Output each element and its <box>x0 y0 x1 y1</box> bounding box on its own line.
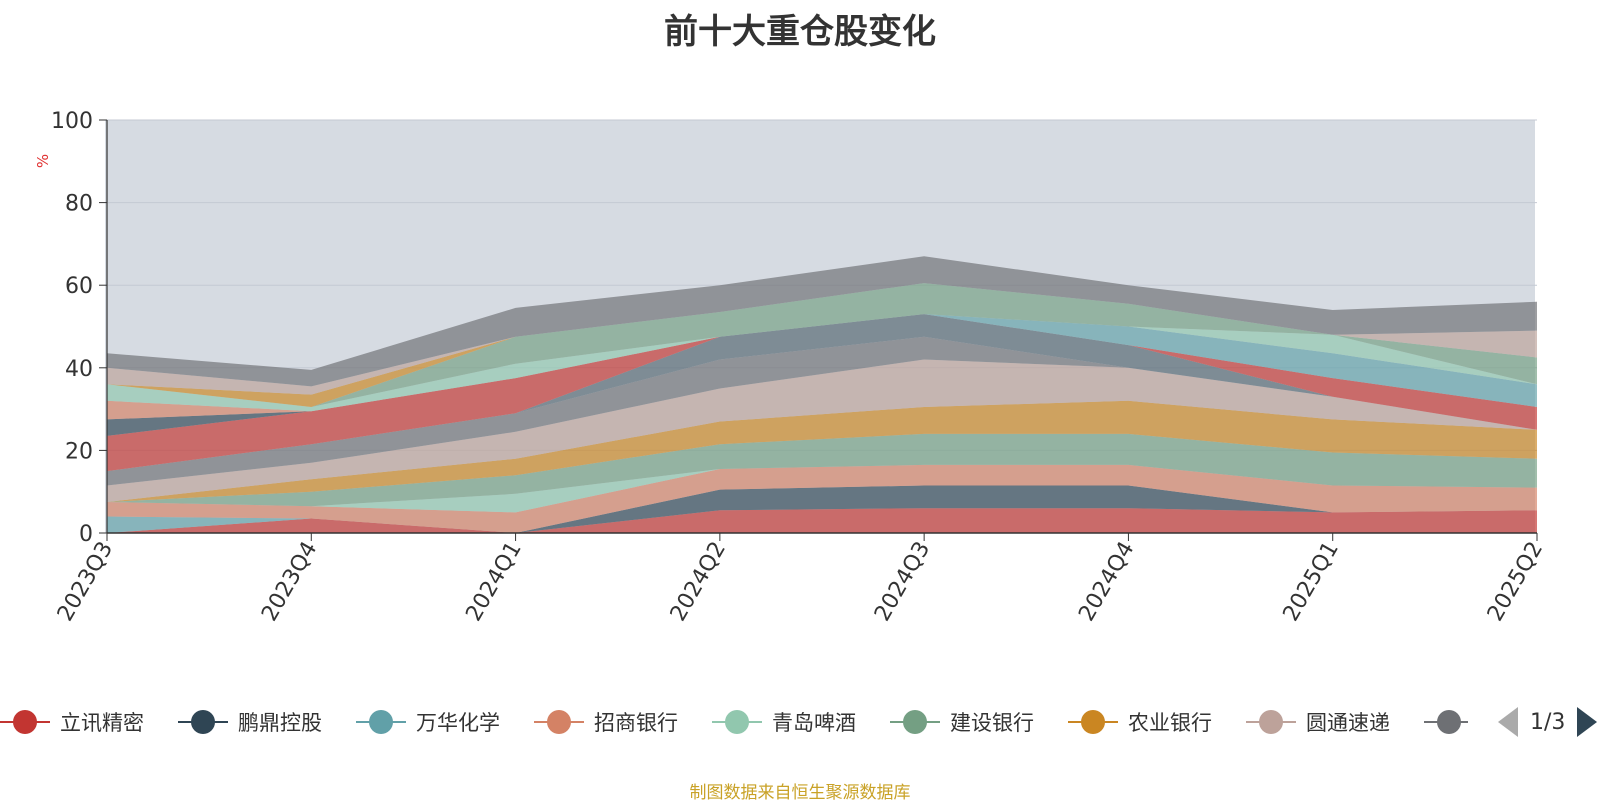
y-tick-label: 60 <box>65 274 93 299</box>
series-area <box>107 314 1537 420</box>
series-area <box>107 283 1537 395</box>
series-area <box>107 464 1537 513</box>
legend-marker-icon <box>1068 707 1118 737</box>
series-area <box>107 485 1537 533</box>
x-tick-label: 2023Q3 <box>53 538 118 626</box>
series-area <box>107 508 1537 533</box>
x-tick-label: 2024Q1 <box>461 538 526 626</box>
legend-marker-icon <box>1246 707 1296 737</box>
legend-pager: 1/3 <box>1498 704 1598 740</box>
legend-item[interactable]: 建设银行 <box>890 704 1034 740</box>
legend-label: 鹏鼎控股 <box>238 711 322 735</box>
series-area <box>107 283 1537 407</box>
legend-item[interactable]: 第9项 <box>1424 704 1468 740</box>
y-tick-label: 20 <box>65 439 93 464</box>
x-tick-label: 2023Q4 <box>257 538 322 626</box>
legend-item[interactable]: 万华化学 <box>356 704 500 740</box>
legend-label: 建设银行 <box>950 711 1034 735</box>
y-tick-label: 40 <box>65 357 93 382</box>
legend-next-page-icon[interactable] <box>1577 707 1598 737</box>
legend-label: 招商银行 <box>594 711 678 735</box>
legend-item[interactable]: 圆通速递 <box>1246 704 1390 740</box>
legend-marker-icon <box>356 707 406 737</box>
series-area <box>107 256 1537 387</box>
y-tick-label: 100 <box>51 109 93 134</box>
legend-label: 圆通速递 <box>1306 711 1390 735</box>
legend-marker-icon <box>534 707 584 737</box>
y-tick-label: 80 <box>65 192 93 217</box>
x-tick-label: 2024Q4 <box>1074 538 1139 626</box>
y-axis-unit-label: % <box>34 154 52 168</box>
legend: 立讯精密 鹏鼎控股 万华化学 招商银行 青岛啤酒 建设银行 农业银行 圆通速递 第9项 1/3 <box>0 700 1600 744</box>
chart-title: 前十大重仓股变化 <box>664 12 936 52</box>
legend-marker-icon <box>712 707 762 737</box>
series-area <box>107 314 1537 412</box>
series-area <box>107 314 1537 472</box>
x-tick-label: 2024Q3 <box>870 538 935 626</box>
y-tick-label: 0 <box>79 522 93 547</box>
legend-marker-icon <box>1424 707 1468 737</box>
source-note: 制图数据来自恒生聚源数据库 <box>689 783 911 803</box>
legend-marker-icon <box>178 707 228 737</box>
legend-prev-page-icon[interactable] <box>1498 707 1518 737</box>
series-area <box>107 464 1537 533</box>
legend-items-viewport: 立讯精密 鹏鼎控股 万华化学 招商银行 青岛啤酒 建设银行 农业银行 圆通速递 第9项 <box>0 700 1468 744</box>
legend-item[interactable]: 招商银行 <box>534 704 678 740</box>
series-area <box>107 359 1537 502</box>
legend-item[interactable]: 立讯精密 <box>0 704 144 740</box>
series-area <box>107 336 1537 486</box>
legend-item[interactable]: 青岛啤酒 <box>712 704 856 740</box>
legend-label: 青岛啤酒 <box>772 711 856 735</box>
series-area <box>107 433 1537 507</box>
series-area <box>107 400 1537 502</box>
series-areas <box>107 256 1537 533</box>
legend-marker-icon <box>0 707 50 737</box>
legend-label: 立讯精密 <box>60 711 144 735</box>
legend-item[interactable]: 鹏鼎控股 <box>178 704 322 740</box>
legend-marker-icon <box>890 707 940 737</box>
legend-label: 农业银行 <box>1128 711 1212 735</box>
series-area <box>107 283 1537 407</box>
x-tick-label: 2025Q1 <box>1279 538 1344 626</box>
x-tick-label: 2025Q2 <box>1483 538 1548 626</box>
x-tick-label: 2024Q2 <box>666 538 731 626</box>
legend-page-indicator: 1/3 <box>1530 709 1566 735</box>
legend-label: 万华化学 <box>416 711 500 735</box>
stacked-area-chart: 0 20 40 60 80 100 2023Q3 2023Q4 2024Q1 2024Q2 2024… <box>34 109 1548 626</box>
series-area <box>107 314 1537 420</box>
legend-item[interactable]: 农业银行 <box>1068 704 1212 740</box>
